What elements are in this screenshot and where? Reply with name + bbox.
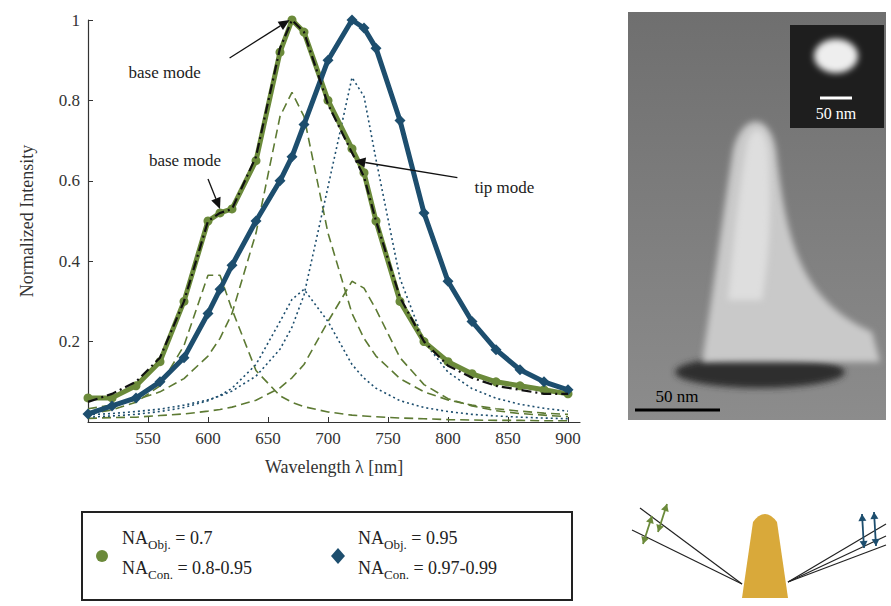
svg-text:tip mode: tip mode: [474, 178, 534, 197]
svg-text:600: 600: [195, 429, 221, 448]
svg-text:NACon. = 0.97-0.99: NACon. = 0.97-0.99: [358, 558, 497, 582]
svg-text:800: 800: [435, 429, 461, 448]
svg-text:Normalized Intensity: Normalized Intensity: [17, 145, 37, 297]
svg-text:0.2: 0.2: [59, 332, 80, 351]
svg-text:0.4: 0.4: [59, 252, 81, 271]
svg-text:900: 900: [555, 429, 581, 448]
svg-text:700: 700: [315, 429, 341, 448]
svg-text:base mode: base mode: [128, 63, 200, 82]
svg-text:50 nm: 50 nm: [656, 387, 699, 406]
svg-text:0.6: 0.6: [59, 171, 80, 190]
svg-text:NAObj. = 0.95: NAObj. = 0.95: [358, 528, 457, 552]
svg-text:NACon. = 0.8-0.95: NACon. = 0.8-0.95: [122, 558, 252, 582]
svg-text:0.8: 0.8: [59, 91, 80, 110]
svg-text:750: 750: [375, 429, 401, 448]
svg-text:650: 650: [255, 429, 281, 448]
svg-text:50 nm: 50 nm: [816, 105, 857, 122]
svg-text:550: 550: [135, 429, 161, 448]
svg-text:NAObj. = 0.7: NAObj. = 0.7: [122, 528, 212, 552]
svg-text:base mode: base mode: [149, 151, 221, 170]
svg-text:1: 1: [72, 11, 81, 30]
svg-text:850: 850: [495, 429, 521, 448]
svg-text:Wavelength λ [nm]: Wavelength λ [nm]: [265, 457, 403, 477]
